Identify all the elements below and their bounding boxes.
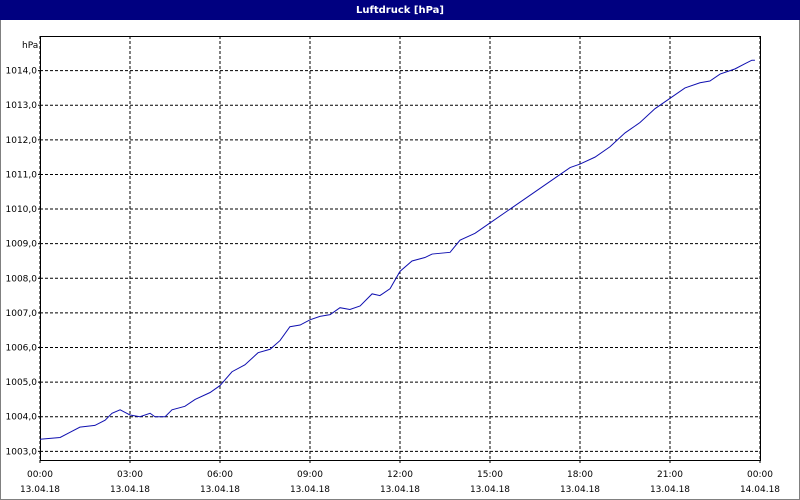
y-tick-label: 1008,0 xyxy=(6,274,38,284)
x-tick-label: 06:00 13.04.18 xyxy=(200,470,240,495)
y-tick-label: 1003,0 xyxy=(6,447,38,457)
y-tick-label: 1006,0 xyxy=(6,344,38,354)
y-axis-label: hPa xyxy=(22,41,38,51)
y-tick-label: 1007,0 xyxy=(6,309,38,319)
y-tick-label: 1009,0 xyxy=(6,240,38,250)
x-tick-label: 12:00 13.04.18 xyxy=(380,470,420,495)
x-tick-label: 00:00 13.04.18 xyxy=(20,470,60,495)
data-line xyxy=(39,59,755,440)
y-tick-label: 1004,0 xyxy=(6,413,38,423)
x-tick-label: 21:00 13.04.18 xyxy=(650,470,690,495)
y-tick-label: 1011,0 xyxy=(6,170,38,180)
y-tick-label: 1013,0 xyxy=(6,101,38,111)
x-tick-label: 00:00 14.04.18 xyxy=(740,470,780,495)
y-tick-label: 1010,0 xyxy=(6,205,38,215)
y-tick-label: 1005,0 xyxy=(6,378,38,388)
title-bar xyxy=(0,0,800,20)
x-tick-label: 09:00 13.04.18 xyxy=(290,470,330,495)
chart-title: Luftdruck [hPa] xyxy=(356,5,444,16)
x-tick-label: 15:00 13.04.18 xyxy=(470,470,510,495)
y-tick-label: 1012,0 xyxy=(6,136,38,146)
x-tick-label: 03:00 13.04.18 xyxy=(110,470,150,495)
x-tick-label: 18:00 13.04.18 xyxy=(560,470,600,495)
y-tick-label: 1014,0 xyxy=(6,67,38,77)
